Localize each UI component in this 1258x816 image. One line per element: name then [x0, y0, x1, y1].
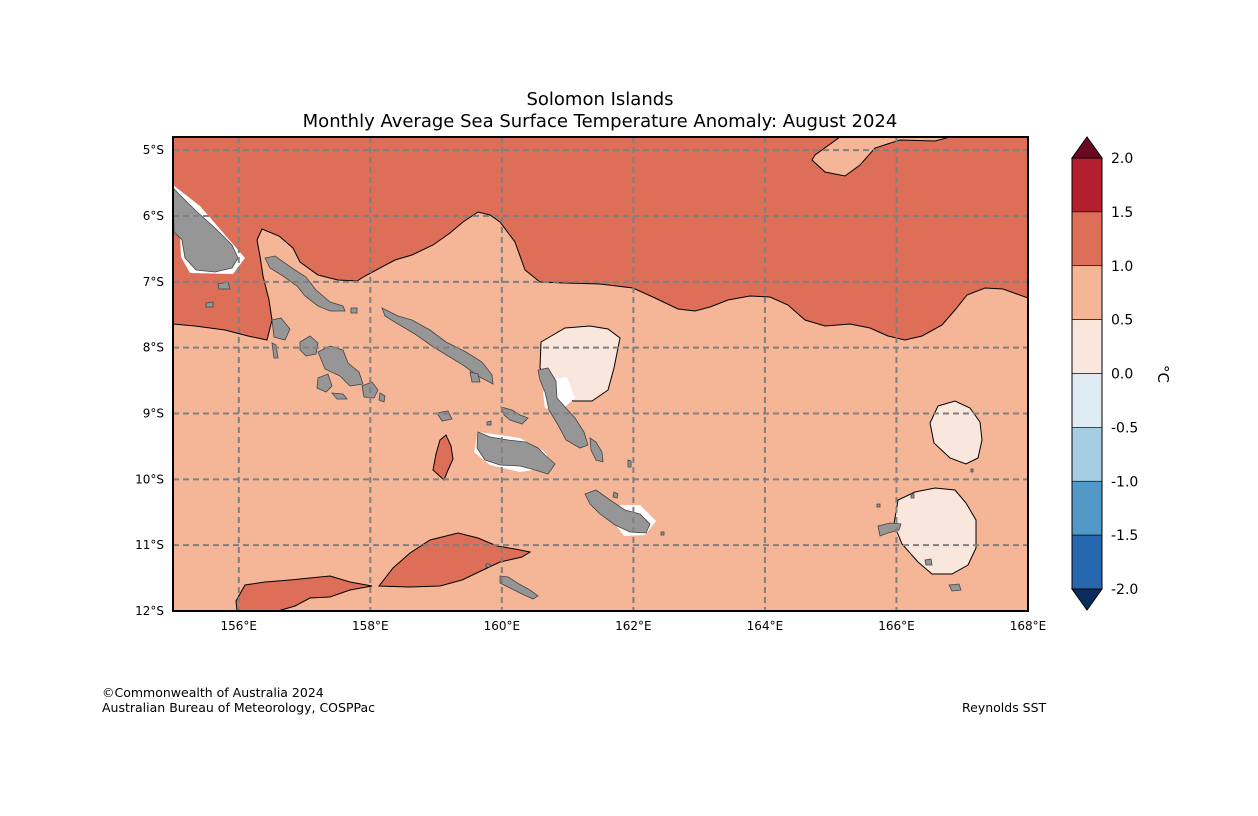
island-savo [486, 420, 492, 426]
island-santa-cruz-ndeni [877, 522, 902, 537]
island-tinakula [876, 503, 881, 508]
island-santa-isabel [381, 307, 494, 385]
map-panel [173, 137, 1028, 611]
island-bougainville [173, 187, 239, 273]
colorbar-band [1071, 157, 1103, 213]
island-choiseul [264, 255, 346, 312]
island-choiseul-tip [350, 307, 358, 314]
colorbar-band [1071, 534, 1103, 590]
lat-tick-label: 9°S [143, 407, 164, 421]
colorbar-tick-label: 0.0 [1111, 367, 1133, 383]
lat-tick-label: 11°S [135, 538, 164, 552]
island-santa-isabel-east [469, 371, 481, 383]
lat-tick-label: 8°S [143, 341, 164, 355]
colorbar-tick-label: 1.5 [1111, 205, 1133, 221]
anomaly-region-southeast-0p0-0p5 [893, 487, 977, 575]
island-russell-islands [378, 392, 386, 403]
lon-tick-label: 162°E [615, 619, 652, 633]
lat-tick-label: 10°S [135, 472, 164, 486]
lat-tick-label: 5°S [143, 143, 164, 157]
chart-title-line2: Monthly Average Sea Surface Temperature … [303, 111, 898, 132]
island-malaita [537, 367, 589, 449]
island-vella-lavella [271, 317, 291, 341]
lon-tick-label: 160°E [484, 619, 521, 633]
lat-tick-label: 7°S [143, 275, 164, 289]
colorbar-tick-label: -2.0 [1111, 582, 1138, 598]
anomaly-region-southwest-1p0-1p5 [235, 575, 373, 611]
map-frame [172, 136, 1029, 612]
island-kolombangara [299, 335, 319, 357]
anomaly-region-warm-tongue [432, 434, 454, 481]
lat-tick-label: 12°S [135, 604, 164, 618]
lon-tick-label: 158°E [352, 619, 389, 633]
lon-tick-label: 164°E [747, 619, 784, 633]
island-small-malaita [589, 437, 604, 463]
colorbar-band [1071, 211, 1103, 267]
colorbar-bottom-extend [1071, 588, 1103, 611]
island-ontong-java-area [660, 531, 665, 536]
colorbar: 2.0 1.5 1.0 0.5 0.0 -0.5 -1.0 -1.5 -2.0 [1071, 136, 1138, 611]
island-duff [910, 493, 915, 499]
lon-tick-label: 166°E [878, 619, 915, 633]
island-vanikoro [948, 583, 962, 592]
island-rennell [499, 575, 539, 600]
anomaly-region-south-1p0-1p5 [378, 532, 532, 588]
colorbar-tick-label: -0.5 [1111, 420, 1138, 436]
island-bellona [485, 563, 491, 568]
island-guadalcanal [476, 431, 556, 475]
colorbar-band [1071, 427, 1103, 482]
colorbar-outline [1071, 157, 1103, 590]
lon-tick-label: 168°E [1010, 619, 1047, 633]
lat-tick-label: 6°S [143, 209, 164, 223]
island-anuta-area [970, 468, 974, 473]
island-rendova [316, 373, 333, 393]
colorbar-tick-label: 1.0 [1111, 259, 1133, 275]
island-shortland [205, 301, 214, 308]
agency-text: Australian Bureau of Meteorology, COSPPa… [102, 700, 375, 715]
chart-title-line1: Solomon Islands [526, 89, 673, 110]
island-ngella [500, 406, 529, 425]
island-utupua [924, 558, 933, 566]
island-tetepare [331, 392, 348, 400]
colorbar-band [1071, 319, 1103, 374]
longitude-labels: 156°E 158°E 160°E 162°E 164°E 166°E 168°E [221, 619, 1047, 633]
island-sikaiana-area [627, 459, 632, 468]
map-gridlines [173, 137, 1028, 611]
island-ulawa [612, 491, 619, 499]
anomaly-region-east-0p0-0p5 [929, 400, 983, 465]
data-source-text: Reynolds SST [962, 700, 1047, 715]
copyright-text: ©Commonwealth of Australia 2024 [102, 685, 324, 700]
footer-credits: ©Commonwealth of Australia 2024 Australi… [102, 685, 375, 715]
colorbar-tick-label: -1.5 [1111, 528, 1138, 544]
colorbar-tick-label: 2.0 [1111, 151, 1133, 167]
colorbar-band [1071, 373, 1103, 428]
colorbar-tick-label: 0.5 [1111, 313, 1133, 329]
colorbar-tick-label: -1.0 [1111, 474, 1138, 490]
latitude-labels: 5°S 6°S 7°S 8°S 9°S 10°S 11°S 12°S [135, 143, 164, 618]
colorbar-top-extend [1071, 136, 1103, 159]
colorbar-unit-label: °C [1154, 365, 1172, 383]
colorbar-band [1071, 480, 1103, 536]
colorbar-band [1071, 265, 1103, 320]
lon-tick-label: 156°E [221, 619, 258, 633]
